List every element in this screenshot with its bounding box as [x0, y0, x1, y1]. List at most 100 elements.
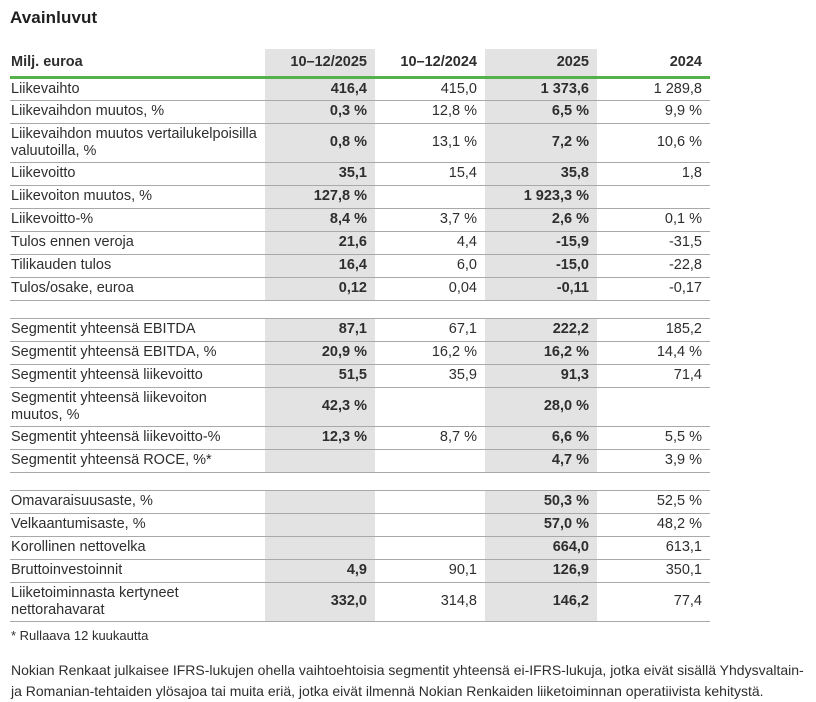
table-row: Liikevoitto-% 8,4 % 3,7 % 2,6 % 0,1 %	[10, 208, 710, 232]
row-label: Liikevoitto	[10, 162, 265, 186]
cell-value: -22,8	[597, 254, 710, 278]
cell-value: 8,4 %	[265, 208, 375, 232]
cell-value	[265, 536, 375, 560]
table-row: Segmentit yhteensä EBITDA 87,1 67,1 222,2 18…	[10, 318, 710, 342]
cell-value: 28,0 %	[485, 387, 597, 427]
row-label: Liikevaihto	[10, 77, 265, 101]
cell-value: 20,9 %	[265, 341, 375, 365]
row-label: Tulos/osake, euroa	[10, 277, 265, 301]
table-row: Liikevaihdon muutos, % 0,3 % 12,8 % 6,5 % 9,…	[10, 100, 710, 124]
column-header-q4-2025: 10–12/2025	[265, 49, 375, 79]
table-row: Tulos ennen veroja 21,6 4,4 -15,9 -31,5	[10, 231, 710, 255]
cell-value: 16,2 %	[375, 341, 485, 365]
cell-value: 13,1 %	[375, 123, 485, 163]
cell-value: 12,3 %	[265, 426, 375, 450]
row-label: Segmentit yhteensä EBITDA	[10, 318, 265, 342]
table-row: Segmentit yhteensä EBITDA, % 20,9 % 16,2 %…	[10, 341, 710, 365]
cell-value: -0,17	[597, 277, 710, 301]
row-label: Liikevaihdon muutos vertailukelpoisilla …	[10, 123, 265, 163]
cell-value: 91,3	[485, 364, 597, 388]
cell-value: 416,4	[265, 77, 375, 101]
table-row: Bruttoinvestoinnit 4,9 90,1 126,9 350,1	[10, 559, 710, 583]
row-label: Segmentit yhteensä liikevoiton muutos, %	[10, 387, 265, 427]
table-row: Tulos/osake, euroa 0,12 0,04 -0,11 -0,17	[10, 277, 710, 301]
cell-value: 3,7 %	[375, 208, 485, 232]
cell-value: 3,9 %	[597, 449, 710, 473]
row-label: Tulos ennen veroja	[10, 231, 265, 255]
cell-value: 314,8	[375, 582, 485, 622]
cell-value: 350,1	[597, 559, 710, 583]
cell-value: 127,8 %	[265, 185, 375, 209]
row-label: Omavaraisuusaste, %	[10, 490, 265, 514]
row-label: Liiketoiminnasta kertyneet nettorahavara…	[10, 582, 265, 622]
table-body: Liikevaihto 416,4 415,0 1 373,6 1 289,8 Liike…	[10, 77, 710, 622]
row-label: Liikevoiton muutos, %	[10, 185, 265, 209]
row-label: Segmentit yhteensä ROCE, %*	[10, 449, 265, 473]
cell-value	[375, 185, 485, 209]
cell-value: 57,0 %	[485, 513, 597, 537]
cell-value: 9,9 %	[597, 100, 710, 124]
cell-value	[265, 449, 375, 473]
cell-value	[265, 513, 375, 537]
cell-value: 6,6 %	[485, 426, 597, 450]
cell-value: 2,6 %	[485, 208, 597, 232]
table-row: Liikevoiton muutos, % 127,8 % 1 923,3 %	[10, 185, 710, 209]
cell-value: 4,4	[375, 231, 485, 255]
cell-value: 48,2 %	[597, 513, 710, 537]
table-row: Velkaantumisaste, % 57,0 % 48,2 %	[10, 513, 710, 537]
column-header-q4-2024: 10–12/2024	[375, 49, 485, 79]
row-label: Segmentit yhteensä liikevoitto	[10, 364, 265, 388]
table-header-row: Milj. euroa 10–12/2025 10–12/2024 2025 2…	[10, 49, 710, 79]
cell-value: 664,0	[485, 536, 597, 560]
table-row: Tilikauden tulos 16,4 6,0 -15,0 -22,8	[10, 254, 710, 278]
table-row: Liiketoiminnasta kertyneet nettorahavara…	[10, 582, 710, 622]
table-row: Segmentit yhteensä liikevoiton muutos, %…	[10, 387, 710, 427]
cell-value: 21,6	[265, 231, 375, 255]
cell-value: 185,2	[597, 318, 710, 342]
cell-value: 1 923,3 %	[485, 185, 597, 209]
row-label: Segmentit yhteensä liikevoitto-%	[10, 426, 265, 450]
table-row: Liikevoitto 35,1 15,4 35,8 1,8	[10, 162, 710, 186]
row-label: Tilikauden tulos	[10, 254, 265, 278]
cell-value: 4,9	[265, 559, 375, 583]
cell-value	[597, 185, 710, 209]
table-row: Omavaraisuusaste, % 50,3 % 52,5 %	[10, 490, 710, 514]
cell-value	[597, 472, 710, 491]
column-header-unit: Milj. euroa	[10, 49, 265, 79]
row-label: Korollinen nettovelka	[10, 536, 265, 560]
cell-value: 222,2	[485, 318, 597, 342]
row-label	[10, 472, 265, 491]
table-row: Segmentit yhteensä ROCE, %* 4,7 % 3,9 %	[10, 449, 710, 473]
table-footnote: * Rullaava 12 kuukautta	[11, 627, 149, 643]
row-label: Liikevoitto-%	[10, 208, 265, 232]
cell-value	[375, 513, 485, 537]
row-label	[10, 300, 265, 319]
cell-value	[265, 490, 375, 514]
cell-value: 50,3 %	[485, 490, 597, 514]
cell-value: 35,1	[265, 162, 375, 186]
key-figures-table: Milj. euroa 10–12/2025 10–12/2024 2025 2…	[10, 49, 710, 622]
cell-value: 77,4	[597, 582, 710, 622]
table-row: Segmentit yhteensä liikevoitto 51,5 35,9 91…	[10, 364, 710, 388]
cell-value: 71,4	[597, 364, 710, 388]
cell-value: 52,5 %	[597, 490, 710, 514]
cell-value: 16,2 %	[485, 341, 597, 365]
cell-value: 15,4	[375, 162, 485, 186]
cell-value: -31,5	[597, 231, 710, 255]
table-header: Milj. euroa 10–12/2025 10–12/2024 2025 2…	[10, 49, 710, 79]
row-label: Segmentit yhteensä EBITDA, %	[10, 341, 265, 365]
table-row: Liikevaihto 416,4 415,0 1 373,6 1 289,8	[10, 77, 710, 101]
cell-value: -0,11	[485, 277, 597, 301]
cell-value: -15,9	[485, 231, 597, 255]
cell-value	[375, 536, 485, 560]
page-title: Avainluvut	[10, 8, 98, 27]
cell-value: 0,12	[265, 277, 375, 301]
cell-value	[597, 387, 710, 427]
cell-value: 12,8 %	[375, 100, 485, 124]
cell-value: 6,0	[375, 254, 485, 278]
note-paragraph: Nokian Renkaat julkaisee IFRS-lukujen oh…	[11, 661, 804, 699]
cell-value: 90,1	[375, 559, 485, 583]
table-row: Segmentit yhteensä liikevoitto-% 12,3 % 8,…	[10, 426, 710, 450]
cell-value: 51,5	[265, 364, 375, 388]
